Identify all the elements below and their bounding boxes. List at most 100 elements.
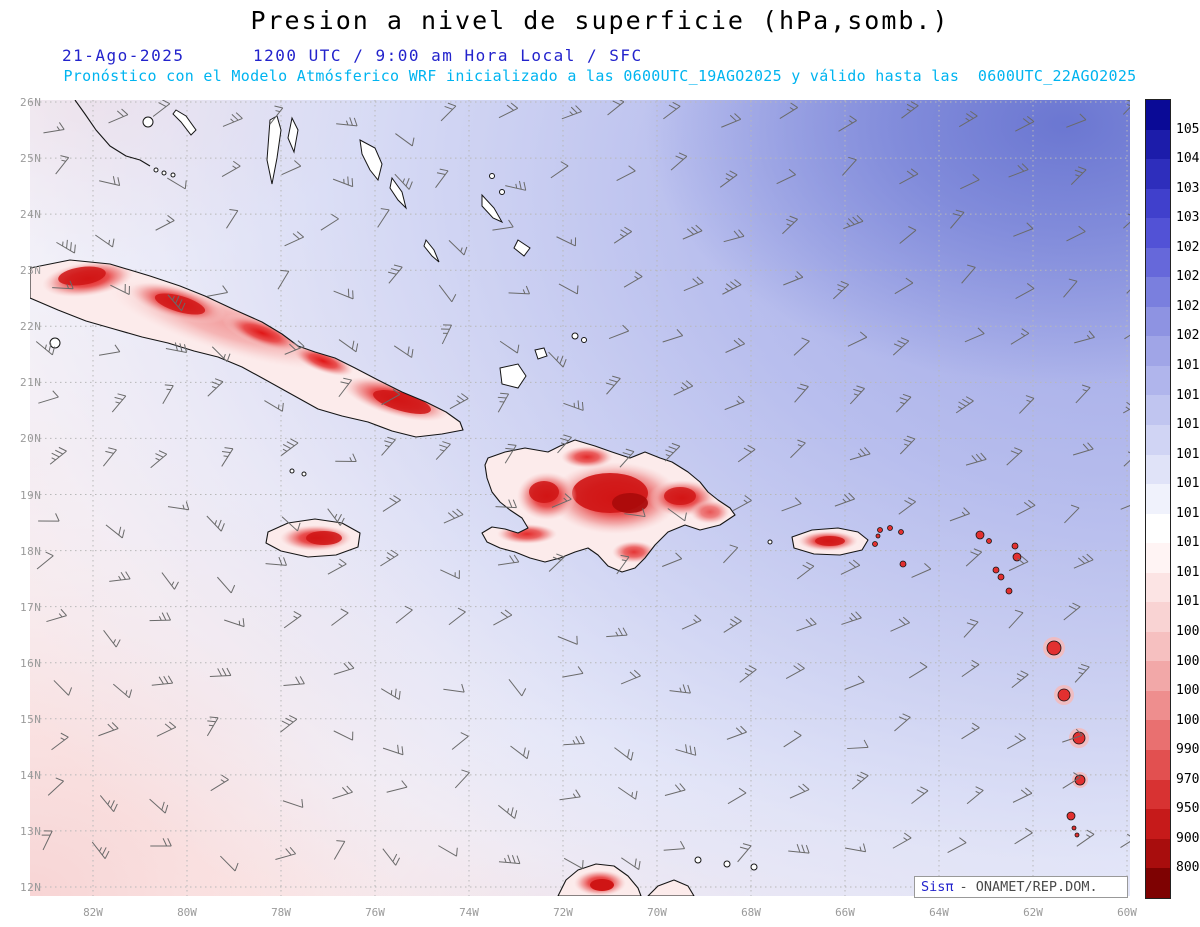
lat-tick-label: 18N: [20, 544, 42, 558]
wind-barb: [898, 497, 916, 515]
wind-barb: [497, 554, 520, 566]
wind-barb: [167, 501, 190, 511]
forecast-time: 1200 UTC / 9:00 am Hora Local / SFC: [253, 46, 643, 65]
colorbar-cell: [1146, 306, 1170, 337]
lat-tick-label: 23N: [20, 264, 42, 278]
colorbar-tick-label: 1017: [1176, 417, 1200, 433]
colorbar-cell: [1146, 572, 1170, 603]
colorbar-tick-label: 1028: [1176, 239, 1200, 255]
colorbar-cell: [1146, 750, 1170, 780]
wind-barb: [435, 168, 449, 188]
wind-barb: [38, 513, 60, 522]
wind-barb: [723, 616, 742, 633]
wind-barb: [443, 508, 464, 524]
wind-barb: [150, 450, 168, 469]
map-graphics: [30, 100, 1130, 896]
lon-tick-label: 78W: [271, 906, 291, 919]
wind-barb: [841, 611, 862, 625]
wind-barb: [46, 608, 67, 623]
wind-barb: [332, 785, 353, 800]
colorbar-cell: [1146, 484, 1170, 514]
wind-barb: [557, 635, 578, 645]
wind-barb: [327, 558, 347, 575]
wind-barb: [662, 552, 683, 567]
wind-barb: [498, 854, 521, 865]
lon-tick-label: 74W: [459, 906, 479, 919]
wind-barb: [155, 214, 175, 231]
lon-tick-label: 68W: [741, 906, 761, 919]
wind-barb: [333, 840, 346, 860]
colorbar-tick-label: 1019: [1176, 358, 1200, 373]
wind-barb: [284, 231, 305, 247]
wind-barb: [395, 605, 413, 624]
wind-barb: [892, 337, 910, 356]
wind-barb: [840, 559, 861, 575]
wind-barb: [380, 549, 399, 567]
wind-barb: [1014, 827, 1033, 845]
wind-barb: [1064, 504, 1080, 524]
wind-barb: [387, 264, 403, 284]
wind-barb: [49, 446, 67, 465]
wind-barb: [377, 208, 390, 228]
colorbar-tick-label: 1000: [1176, 712, 1200, 728]
wind-barb: [504, 443, 517, 464]
wind-barb: [796, 561, 815, 580]
wind-barb: [726, 725, 747, 740]
wind-barb: [1126, 289, 1130, 294]
wind-barb: [899, 226, 917, 244]
wind-barb: [283, 610, 302, 629]
south-america-coast: [557, 856, 758, 896]
wind-barb: [1122, 401, 1130, 414]
wind-barb: [332, 176, 354, 188]
wind-barb: [382, 744, 404, 756]
wind-barb: [149, 798, 169, 814]
colorbar-tick-label: 1010: [1176, 594, 1200, 610]
wind-barbs: [35, 100, 1130, 872]
cayman-islands: [289, 468, 295, 474]
wind-barb: [563, 735, 585, 746]
wind-barb: [783, 730, 802, 748]
wind-barb: [788, 844, 810, 854]
wind-barb: [895, 393, 912, 413]
wind-barb: [149, 612, 171, 622]
wind-barb: [966, 786, 984, 805]
wind-barb: [327, 508, 345, 526]
colorbar-cell: [1146, 720, 1170, 751]
wind-barb: [105, 524, 125, 539]
wind-barb: [1066, 225, 1086, 242]
wind-barb: [737, 843, 752, 863]
wind-barb: [112, 683, 133, 699]
bahamas-islands: [172, 109, 587, 477]
colorbar-tick-label: 1008: [1176, 624, 1200, 639]
wind-barb: [109, 571, 131, 582]
colorbar-cell: [1146, 631, 1170, 662]
colorbar-tick-label: 800: [1176, 860, 1200, 876]
wind-barb: [382, 848, 401, 866]
wind-barb: [38, 390, 59, 404]
wind-barb: [1074, 663, 1090, 683]
wind-barb: [103, 630, 121, 648]
wind-barb: [99, 344, 121, 356]
turks-islands: [571, 332, 579, 340]
wind-barb: [111, 393, 127, 413]
forecast-date: 21-Ago-2025: [62, 46, 185, 65]
wind-barb: [277, 269, 290, 290]
lat-tick-label: 17N: [20, 600, 42, 614]
wind-barb: [955, 396, 974, 414]
wind-barb: [834, 492, 856, 507]
wind-barb: [606, 627, 628, 638]
colorbar-cell: [1146, 159, 1170, 189]
wind-barb: [1124, 334, 1130, 340]
isla-juventud: [49, 337, 61, 349]
wind-barb: [381, 389, 401, 406]
wind-barb: [280, 714, 298, 733]
wind-barb: [98, 722, 119, 737]
wind-barb: [167, 294, 186, 312]
wind-barb: [448, 607, 466, 626]
lat-tick-label: 13N: [20, 824, 42, 838]
credit-source-text: - ONAMET/REP.DOM.: [959, 879, 1098, 895]
wind-barb: [206, 285, 228, 297]
wind-barb: [440, 102, 457, 122]
wind-barb: [498, 102, 519, 119]
wind-barb: [664, 442, 681, 462]
